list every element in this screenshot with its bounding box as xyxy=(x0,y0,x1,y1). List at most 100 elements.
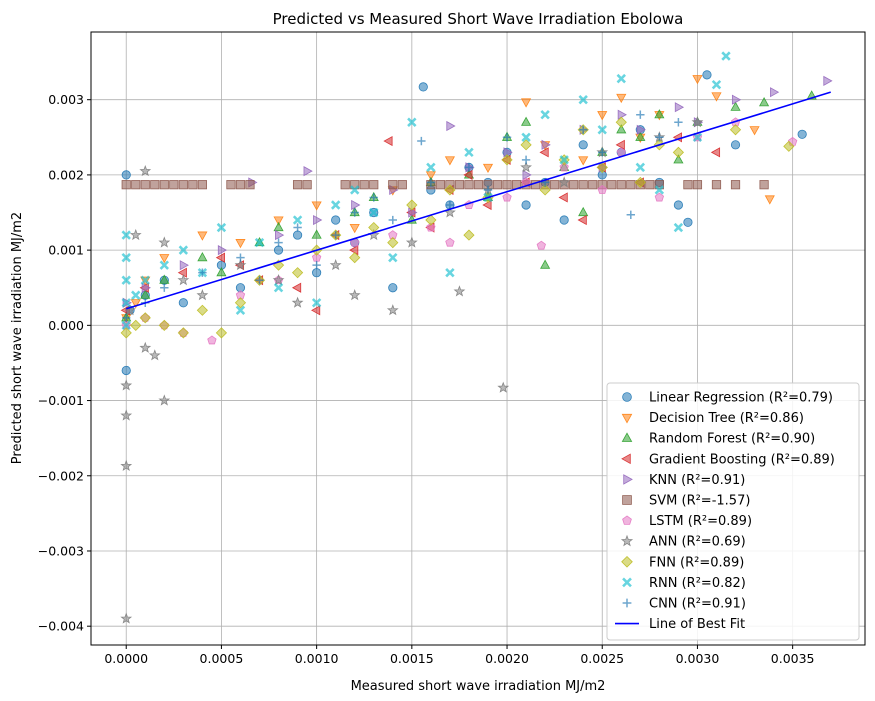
data-point xyxy=(351,199,361,211)
data-point xyxy=(464,163,474,172)
data-point xyxy=(636,110,645,119)
data-point xyxy=(331,215,341,225)
data-point xyxy=(273,245,284,255)
y-tick-label: −0.004 xyxy=(38,619,84,634)
data-point xyxy=(521,200,531,210)
data-point xyxy=(616,124,627,134)
data-point xyxy=(797,129,807,139)
data-point xyxy=(234,297,247,309)
data-point xyxy=(311,298,322,308)
best-fit-layer xyxy=(125,91,831,310)
x-axis-label: Measured short wave irradiation MJ/m2 xyxy=(351,679,606,694)
data-point xyxy=(445,200,455,210)
data-point xyxy=(273,283,284,293)
data-point xyxy=(674,102,685,113)
legend-entry: FNN (R²=0.89) xyxy=(621,555,744,570)
data-point xyxy=(349,245,359,256)
data-point xyxy=(178,180,188,190)
data-point xyxy=(139,341,152,353)
data-point xyxy=(598,148,607,157)
legend-label: FNN (R²=0.89) xyxy=(649,555,744,570)
y-tick-label: −0.003 xyxy=(38,543,84,558)
x-tick-label: 0.0010 xyxy=(295,651,339,666)
data-point xyxy=(578,140,588,150)
data-point xyxy=(730,180,741,190)
x-tick-label: 0.0035 xyxy=(771,651,815,666)
data-point xyxy=(623,474,633,485)
data-point xyxy=(654,185,665,195)
legend-label: LSTM (R²=0.89) xyxy=(649,514,752,529)
data-point xyxy=(621,555,633,568)
data-point xyxy=(196,289,209,301)
legend-box xyxy=(606,382,860,641)
data-point xyxy=(255,276,264,285)
data-point xyxy=(445,237,455,247)
data-point xyxy=(520,116,532,126)
data-point xyxy=(445,267,455,278)
legend-label: Decision Tree (R²=0.86) xyxy=(649,411,804,426)
y-tick-label: 0.002 xyxy=(48,167,84,182)
legend-label: ANN (R²=0.69) xyxy=(649,535,746,550)
data-point xyxy=(310,305,321,316)
data-point xyxy=(620,534,634,547)
data-point xyxy=(158,319,170,331)
x-tick-label: 0.0020 xyxy=(485,651,529,666)
data-point xyxy=(622,598,632,608)
data-point xyxy=(501,154,513,166)
data-point xyxy=(197,251,208,262)
data-point xyxy=(607,180,617,190)
data-point xyxy=(197,231,208,241)
legend-label: RNN (R²=0.82) xyxy=(649,576,746,591)
data-point xyxy=(502,133,512,142)
data-point xyxy=(131,180,141,190)
legend-entry: Linear Regression (R²=0.79) xyxy=(622,391,833,406)
data-point xyxy=(139,312,151,324)
data-point xyxy=(121,170,131,180)
data-point xyxy=(588,180,598,190)
legend-label: KNN (R²=0.91) xyxy=(649,473,745,488)
data-point xyxy=(691,116,704,128)
data-point xyxy=(216,222,227,233)
plot-frame xyxy=(90,31,866,646)
data-point xyxy=(235,305,246,315)
data-point xyxy=(331,230,340,240)
legend-entry: Gradient Boosting (R²=0.89) xyxy=(621,452,835,467)
data-point xyxy=(148,349,161,361)
data-point xyxy=(330,200,341,210)
data-point xyxy=(559,215,569,225)
best-fit-line xyxy=(125,91,831,310)
data-point xyxy=(417,136,426,146)
data-point xyxy=(349,224,360,234)
data-point xyxy=(444,156,456,166)
data-point xyxy=(730,101,741,111)
data-point xyxy=(454,180,465,190)
data-point xyxy=(386,304,399,316)
data-point xyxy=(159,180,169,190)
data-point xyxy=(407,117,417,127)
data-point xyxy=(622,495,632,505)
data-point xyxy=(617,109,627,120)
data-point xyxy=(578,94,588,105)
data-point xyxy=(577,214,587,226)
data-point xyxy=(120,379,133,391)
data-point xyxy=(369,180,379,190)
data-point xyxy=(387,236,399,249)
data-point xyxy=(453,285,466,297)
data-point xyxy=(120,409,133,421)
legend-entry: RNN (R²=0.82) xyxy=(622,576,746,591)
data-point xyxy=(217,245,228,256)
data-point xyxy=(492,180,503,190)
data-point xyxy=(522,169,532,180)
data-point xyxy=(121,275,131,285)
data-point xyxy=(216,267,227,277)
data-point xyxy=(359,180,369,190)
data-point xyxy=(425,171,436,181)
data-point xyxy=(274,238,283,247)
x-tick-label: 0.0030 xyxy=(676,651,720,666)
data-point xyxy=(293,223,302,232)
data-point xyxy=(444,184,456,196)
data-point xyxy=(559,162,569,172)
data-point xyxy=(711,92,722,102)
data-point xyxy=(521,132,531,143)
x-tick-label: 0.0005 xyxy=(200,651,244,666)
